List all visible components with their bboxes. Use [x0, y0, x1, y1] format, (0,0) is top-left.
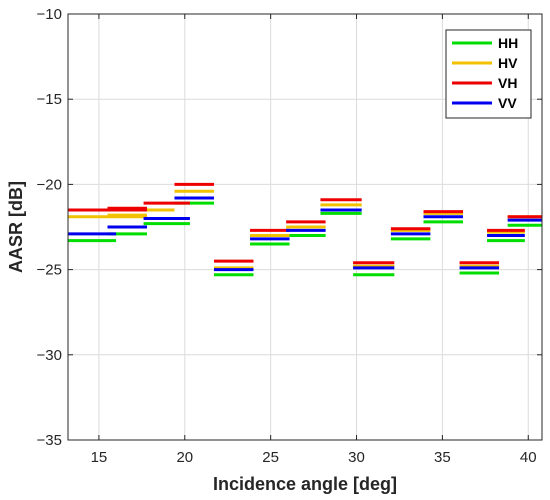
- y-axis-ticks: −35 −30 −25 −20 −15 −10: [37, 6, 542, 449]
- x-tick-label: 20: [176, 449, 193, 466]
- legend: HH HV VH VV: [445, 29, 532, 119]
- series-layer: [68, 182, 542, 277]
- legend-label-vv: VV: [498, 95, 517, 111]
- y-tick-label: −20: [37, 176, 62, 193]
- series-hv: [68, 189, 542, 270]
- x-tick-label: 35: [434, 449, 451, 466]
- y-tick-label: −10: [37, 6, 62, 23]
- x-tick-label: 30: [348, 449, 365, 466]
- y-tick-label: −25: [37, 262, 62, 279]
- x-axis-ticks: 15 20 25 30 35 40: [91, 14, 537, 466]
- x-axis-label: Incidence angle [deg]: [213, 474, 397, 494]
- legend-label-hh: HH: [498, 35, 518, 51]
- y-tick-label: −30: [37, 347, 62, 364]
- legend-label-vh: VH: [498, 75, 517, 91]
- plot-frame: [67, 13, 543, 441]
- x-tick-label: 15: [91, 449, 108, 466]
- y-tick-label: −15: [37, 91, 62, 108]
- x-tick-label: 25: [262, 449, 279, 466]
- series-vv: [68, 196, 542, 272]
- legend-label-hv: HV: [498, 55, 518, 71]
- x-tick-label: 40: [520, 449, 537, 466]
- series-vh: [68, 182, 542, 265]
- y-tick-label: −35: [37, 432, 62, 449]
- y-axis-label: AASR [dB]: [6, 181, 26, 273]
